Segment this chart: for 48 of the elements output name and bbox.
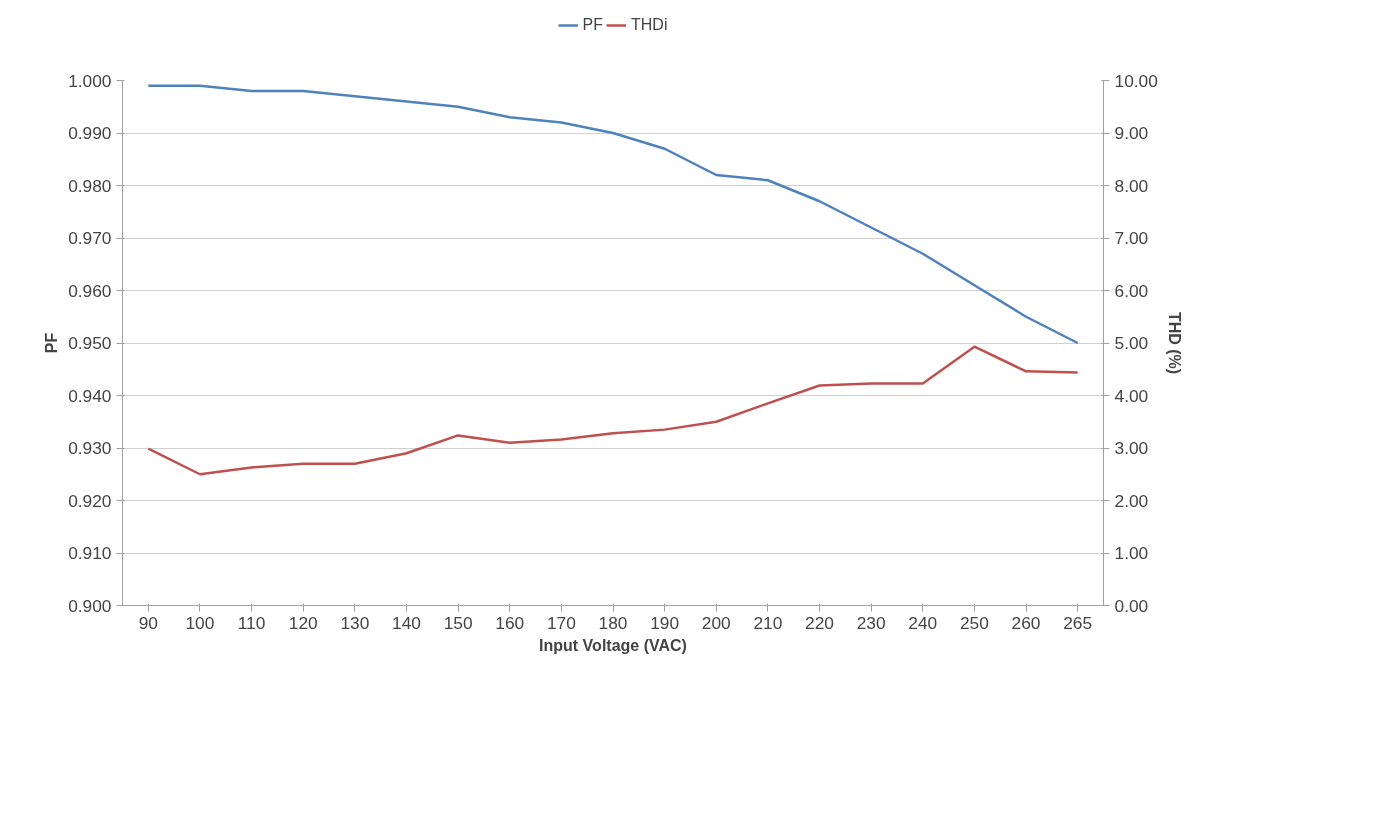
legend-label: PF [582, 16, 604, 34]
x-tick-label: 90 [138, 612, 158, 633]
y2-tick-label: 5.00 [1114, 333, 1149, 353]
x-tick-label: 120 [288, 612, 318, 633]
y-tick-label: 0.970 [68, 228, 112, 248]
x-tick-label: 170 [546, 612, 576, 633]
x-tick-label: 150 [443, 612, 473, 633]
x-tick-label: 220 [805, 612, 834, 633]
y2-tick-label: 8.00 [1114, 175, 1149, 196]
y-tick-label: 0.960 [68, 280, 112, 301]
y-axis-title: PF [43, 332, 61, 354]
line-series [147, 84, 1079, 345]
x-tick-label: 180 [598, 612, 628, 633]
y-tick-label: 0.910 [68, 543, 112, 563]
y-tick-label: 0.900 [68, 595, 112, 616]
y2-tick-label: 1.00 [1114, 543, 1149, 563]
y-tick-label: 0.920 [68, 490, 112, 511]
y-tick-label: 0.950 [68, 333, 112, 353]
y2-tick-label: 4.00 [1114, 385, 1149, 406]
x-tick-label: 230 [856, 612, 886, 633]
legend-label: THDi [631, 16, 668, 34]
x-tick-label: 200 [701, 612, 731, 633]
x-tick-label: 190 [650, 612, 680, 633]
y2-tick-label: 3.00 [1114, 438, 1149, 458]
y-tick-label: 0.980 [68, 175, 112, 196]
y2-tick-label: 2.00 [1114, 490, 1149, 511]
x-tick-label: 160 [495, 612, 525, 633]
x-tick-label: 265 [1063, 612, 1093, 633]
y2-axis-title: THD (%) [1165, 311, 1183, 375]
y-tick-label: 1.000 [68, 70, 112, 91]
x-tick-label: 110 [237, 612, 266, 633]
x-tick-label: 140 [392, 612, 421, 633]
x-tick-label: 100 [185, 612, 215, 633]
y2-tick-label: 0.00 [1114, 595, 1149, 616]
y2-tick-label: 10.00 [1114, 70, 1158, 91]
x-tick-label: 260 [1011, 612, 1041, 633]
y2-tick-label: 9.00 [1114, 123, 1149, 143]
x-tick-label: 240 [908, 612, 938, 633]
y-tick-label: 0.990 [68, 123, 112, 143]
y-tick-label: 0.930 [68, 438, 112, 458]
line-series [147, 345, 1079, 476]
x-axis-title: Input Voltage (VAC) [539, 636, 687, 654]
x-tick-label: 210 [753, 612, 783, 633]
x-tick-label: 250 [959, 612, 989, 633]
x-tick-label: 130 [340, 612, 370, 633]
y-tick-label: 0.940 [68, 385, 112, 406]
y2-tick-label: 7.00 [1114, 228, 1149, 248]
y2-tick-label: 6.00 [1114, 280, 1149, 301]
